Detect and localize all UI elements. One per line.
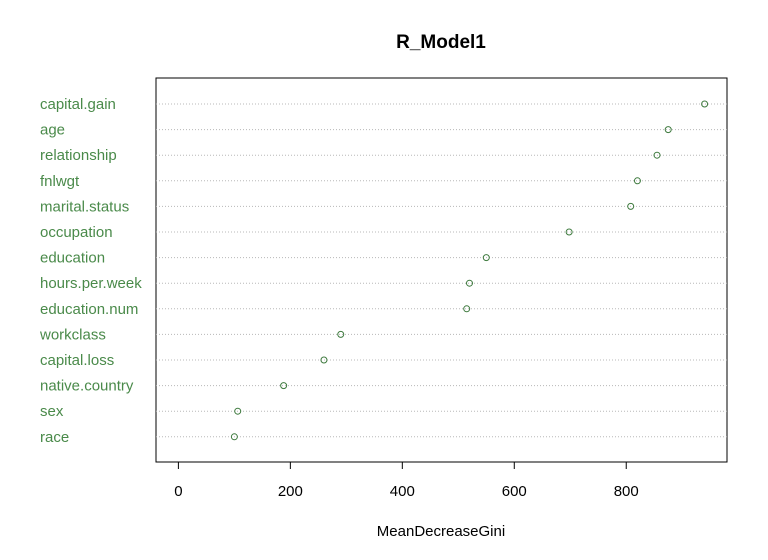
x-tick-label: 400 <box>390 483 415 500</box>
category-label: relationship <box>40 147 117 164</box>
x-tick-label: 200 <box>278 483 303 500</box>
data-point <box>653 151 661 159</box>
data-point <box>280 382 288 390</box>
x-axis: 0 200 400 600 800 <box>174 461 639 500</box>
category-label: sex <box>40 403 64 420</box>
x-tick-label: 800 <box>614 483 639 500</box>
x-tick-label: 600 <box>502 483 527 500</box>
category-label: race <box>40 429 69 446</box>
data-point <box>463 305 471 313</box>
category-label: education <box>40 250 105 267</box>
data-point <box>482 254 490 262</box>
data-point <box>320 356 328 364</box>
category-label: workclass <box>39 326 106 343</box>
data-points <box>230 100 709 441</box>
grid-lines <box>156 103 727 438</box>
category-label: age <box>40 122 65 139</box>
data-point <box>565 228 573 236</box>
data-point <box>701 100 709 108</box>
category-label: occupation <box>40 224 113 241</box>
x-axis-title: MeanDecreaseGini <box>377 523 505 540</box>
category-label: education.num <box>40 301 138 318</box>
category-label: fnlwgt <box>40 173 80 190</box>
category-label: hours.per.week <box>40 275 142 292</box>
chart-title: R_Model1 <box>396 32 486 53</box>
data-point <box>337 330 345 338</box>
category-label: native.country <box>40 378 134 395</box>
plot-frame <box>155 77 728 463</box>
data-point <box>664 126 672 134</box>
category-label: capital.loss <box>40 352 114 369</box>
data-point <box>633 177 641 185</box>
category-labels: capital.gain age relationship fnlwgt marital… <box>39 96 142 446</box>
data-point <box>465 279 473 287</box>
data-point <box>627 202 635 210</box>
category-label: capital.gain <box>40 96 116 113</box>
x-tick-label: 0 <box>174 483 182 500</box>
data-point <box>230 433 238 441</box>
data-point <box>234 407 242 415</box>
category-label: marital.status <box>40 198 129 215</box>
